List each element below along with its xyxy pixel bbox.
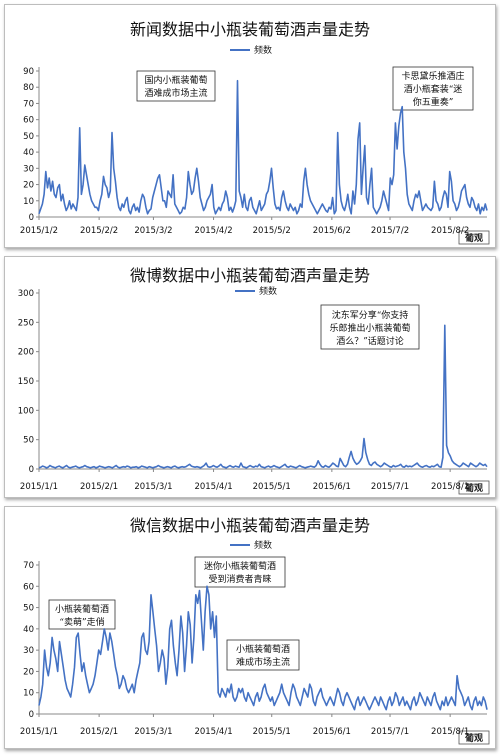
annotation-line: 你五重奏”	[413, 96, 454, 108]
series-line	[38, 79, 488, 215]
y-tick-label: 150	[18, 377, 34, 387]
annotation-line: 受到消费者青睐	[208, 573, 271, 585]
y-tick-label: 300	[18, 289, 34, 299]
x-tick-label: 2015/6/1	[313, 727, 351, 737]
y-tick-label: 100	[18, 406, 34, 416]
x-tick-label: 2015/4/2	[194, 226, 232, 236]
x-tick-label: 2015/1/1	[20, 482, 58, 492]
y-tick-label: 50	[23, 436, 34, 446]
logo: 葡观	[458, 230, 490, 245]
logo: 葡观	[458, 730, 490, 745]
x-tick-label: 2015/2/1	[80, 482, 118, 492]
x-tick-label: 2015/4/1	[194, 482, 232, 492]
legend: 频数	[235, 285, 277, 297]
annotation-line: 酒难成市场主流	[144, 87, 207, 99]
y-tick-label: 50	[23, 604, 34, 614]
logo-text: 葡观	[464, 732, 483, 744]
legend-label: 频数	[254, 539, 272, 551]
y-tick-label: 30	[23, 646, 34, 656]
x-tick-label: 2015/2/1	[80, 727, 118, 737]
logo-text: 葡观	[464, 482, 483, 494]
annotation-line: 乐郎推出小瓶装葡萄	[329, 322, 410, 334]
logo-text: 葡观	[464, 232, 483, 244]
x-tick-label: 2015/6/1	[313, 482, 351, 492]
y-tick-label: 30	[23, 164, 34, 174]
chart-svg: 新闻数据中小瓶装葡萄酒声量走势 频数 国内小瓶装葡萄 酒难成市场主流 卡思黛乐推…	[20, 20, 490, 245]
x-tick-label: 2015/8/1	[431, 727, 469, 737]
annotation-line: 难成市场主流	[236, 656, 290, 668]
y-tick-label: 80	[23, 83, 34, 93]
x-tick-label: 2015/7/2	[371, 226, 409, 236]
legend-label: 频数	[254, 44, 272, 56]
y-tick-label: 0	[29, 213, 34, 223]
annotation-line: 酒小瓶套装“迷	[404, 83, 463, 95]
annotation-callout: 小瓶装葡萄酒 难成市场主流	[226, 639, 300, 671]
y-tick-label: 90	[23, 67, 34, 77]
chart-title: 微信数据中小瓶装葡萄酒声量走势	[130, 516, 370, 535]
x-tick-label: 2015/8/2	[431, 226, 469, 236]
y-tick-label: 40	[23, 148, 34, 158]
x-tick-label: 2015/5/1	[253, 727, 291, 737]
x-tick-label: 2015/3/1	[134, 727, 172, 737]
annotation-line: 卡思黛乐推酒庄	[401, 70, 464, 82]
annotation-callout: 沈东军分享“你支持 乐郎推出小瓶装葡萄 酒么？”话题讨论	[320, 304, 420, 350]
series-line	[38, 585, 488, 711]
y-tick-label: 0	[29, 710, 34, 720]
y-tick-label: 60	[23, 582, 34, 592]
annotation-line: 沈东军分享“你支持	[332, 309, 409, 321]
x-tick-label: 2015/7/1	[371, 727, 409, 737]
y-tick-label: 200	[18, 348, 34, 358]
annotation-callout: 迷你小瓶装葡萄酒 受到消费者青睐	[194, 556, 286, 588]
y-tick-label: 10	[23, 197, 34, 207]
annotation-line: “卖萌”走俏	[59, 616, 104, 628]
y-tick-label: 40	[23, 625, 34, 635]
chart-panel-wechat: 微信数据中小瓶装葡萄酒声量走势 频数 小瓶装葡萄酒 “卖萌”走俏 迷你小瓶装葡萄…	[4, 506, 496, 749]
x-tick-label: 2015/8/1	[431, 482, 469, 492]
x-tick-label: 2015/7/1	[371, 482, 409, 492]
y-tick-label: 70	[23, 99, 34, 109]
y-tick-label: 250	[18, 318, 34, 328]
chart-svg: 微信数据中小瓶装葡萄酒声量走势 频数 小瓶装葡萄酒 “卖萌”走俏 迷你小瓶装葡萄…	[20, 516, 490, 745]
chart-svg: 微博数据中小瓶装葡萄酒声量走势 频数 沈东军分享“你支持 乐郎推出小瓶装葡萄 酒…	[18, 266, 490, 495]
y-tick-label: 50	[23, 132, 34, 142]
y-tick-label: 0	[29, 465, 34, 475]
chart-panel-weibo: 微博数据中小瓶装葡萄酒声量走势 频数 沈东军分享“你支持 乐郎推出小瓶装葡萄 酒…	[4, 256, 496, 498]
y-tick-label: 70	[23, 561, 34, 571]
y-tick-label: 10	[23, 689, 34, 699]
x-tick-label: 2015/2/2	[80, 226, 118, 236]
x-tick-label: 2015/1/2	[20, 226, 58, 236]
x-tick-label: 2015/6/2	[313, 226, 351, 236]
annotation-line: 迷你小瓶装葡萄酒	[204, 560, 276, 572]
annotation-callout: 卡思黛乐推酒庄 酒小瓶套装“迷 你五重奏”	[392, 66, 474, 111]
annotation-line: 小瓶装葡萄酒	[236, 643, 290, 655]
y-tick-label: 60	[23, 116, 34, 126]
y-tick-label: 20	[23, 181, 34, 191]
x-tick-label: 2015/1/1	[20, 727, 58, 737]
x-tick-label: 2015/4/1	[194, 727, 232, 737]
logo: 葡观	[458, 480, 490, 495]
annotation-line: 国内小瓶装葡萄	[144, 74, 207, 86]
annotation-callout: 小瓶装葡萄酒 “卖萌”走俏	[48, 599, 116, 630]
annotation-callout: 国内小瓶装葡萄 酒难成市场主流	[136, 70, 216, 102]
annotation-line: 酒么？”话题讨论	[336, 335, 404, 347]
legend: 频数	[230, 539, 272, 551]
y-tick-label: 20	[23, 667, 34, 677]
chart-title: 微博数据中小瓶装葡萄酒声量走势	[130, 266, 370, 285]
series-line	[38, 324, 488, 469]
x-tick-label: 2015/3/2	[134, 226, 172, 236]
chart-panel-news: 新闻数据中小瓶装葡萄酒声量走势 频数 国内小瓶装葡萄 酒难成市场主流 卡思黛乐推…	[4, 4, 496, 248]
x-tick-label: 2015/5/2	[253, 226, 291, 236]
x-tick-label: 2015/3/1	[134, 482, 172, 492]
legend-label: 频数	[259, 285, 277, 297]
legend: 频数	[230, 44, 272, 56]
x-tick-label: 2015/5/1	[253, 482, 291, 492]
chart-title: 新闻数据中小瓶装葡萄酒声量走势	[130, 20, 370, 39]
annotation-line: 小瓶装葡萄酒	[55, 603, 109, 615]
